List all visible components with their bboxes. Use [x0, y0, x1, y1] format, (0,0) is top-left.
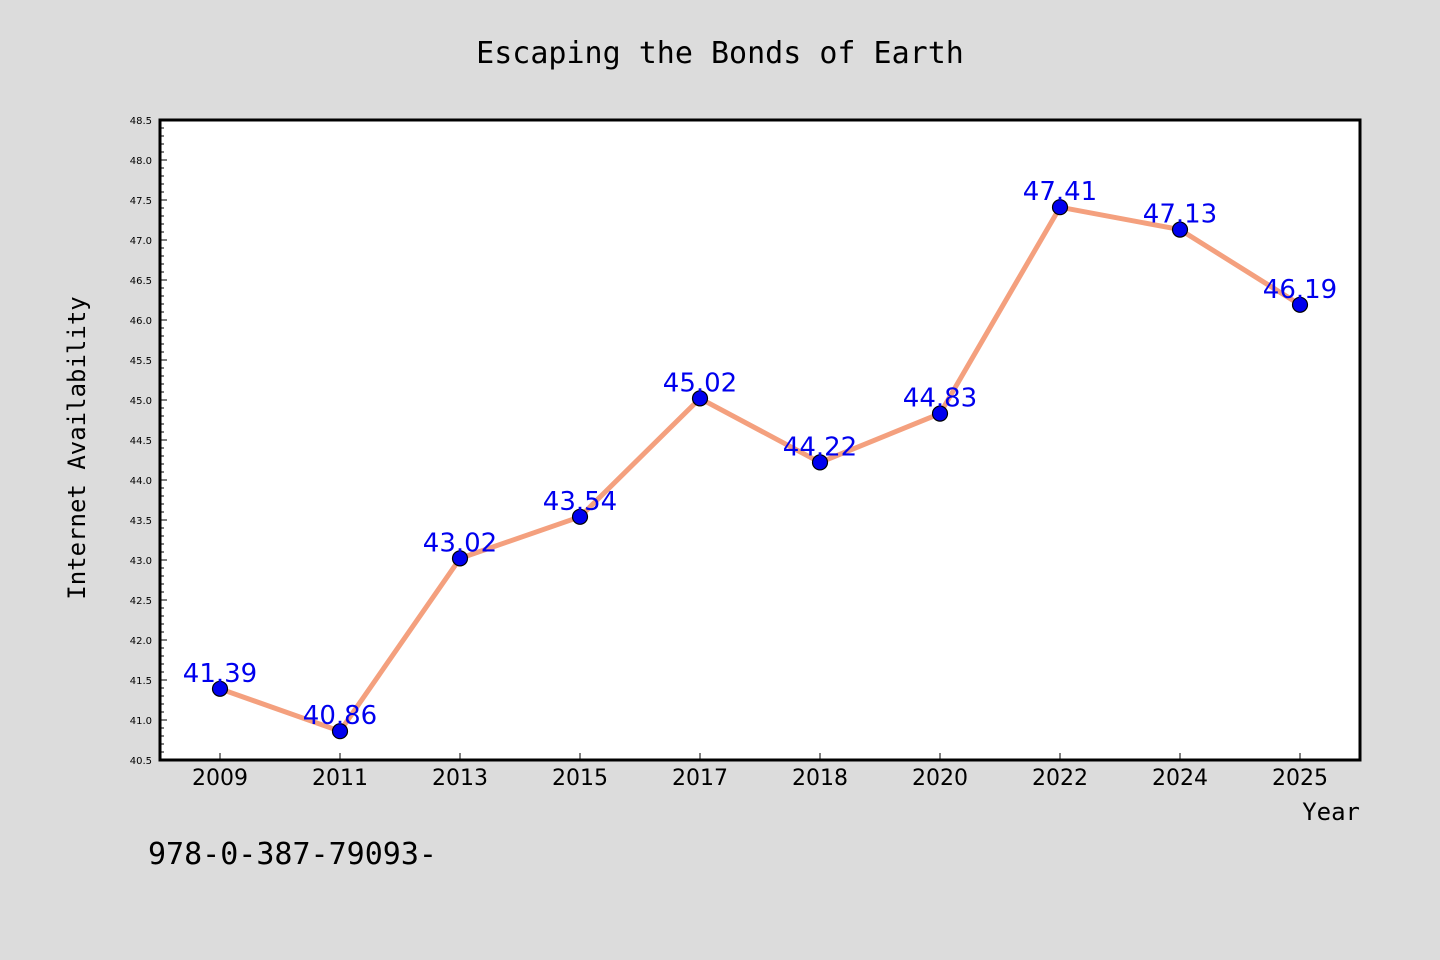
data-label: 45.02: [663, 368, 737, 398]
y-tick-label: 45.5: [130, 356, 152, 367]
data-label: 41.39: [183, 659, 257, 689]
x-tick-label: 2018: [792, 766, 848, 791]
y-tick-label: 42.0: [130, 636, 152, 647]
y-tick-label: 41.0: [130, 716, 152, 727]
y-tick-label: 40.5: [130, 756, 152, 767]
data-point: [1291, 296, 1309, 313]
x-tick-label: 2022: [1032, 766, 1088, 791]
x-tick-label: 2017: [672, 766, 728, 791]
data-point: [1171, 221, 1189, 238]
y-axis-label: Internet Availability: [63, 296, 91, 599]
y-tick-label: 47.5: [130, 196, 152, 207]
x-tick-label: 2013: [432, 766, 488, 791]
data-label: 47.41: [1023, 177, 1097, 207]
series-line: [217, 204, 1303, 734]
data-point: [811, 454, 829, 471]
x-tick-label: 2024: [1152, 766, 1208, 791]
data-labels: 41.39 40.86 43.02 43.54 45.02 44.22 44.83 47.41…: [183, 177, 1337, 731]
y-tick-label: 41.5: [130, 676, 152, 687]
y-tick-label: 44.0: [130, 476, 152, 487]
chart-title: Escaping the Bonds of Earth: [476, 36, 964, 71]
data-label: 46.19: [1263, 275, 1337, 305]
data-point: [1051, 199, 1069, 216]
data-point: [571, 508, 589, 525]
y-tick-label: 46.5: [130, 276, 152, 287]
x-tick-label: 2011: [312, 766, 368, 791]
data-label: 44.83: [903, 384, 977, 414]
x-tick-label: 2009: [192, 766, 248, 791]
y-tick-label: 46.0: [130, 316, 152, 327]
data-label: 40.86: [303, 701, 377, 731]
x-tick-label: 2025: [1272, 766, 1328, 791]
data-label: 44.22: [783, 432, 857, 462]
x-axis-label: Year: [1302, 798, 1360, 826]
y-tick-label: 43.5: [130, 516, 152, 527]
data-label: 43.54: [543, 487, 617, 517]
y-tick-label: 48.5: [130, 116, 152, 127]
data-point: [331, 723, 349, 740]
y-tick-label: 48.0: [130, 156, 152, 167]
y-tick-label: 47.0: [130, 236, 152, 247]
y-axis: 40.5 41.0 41.5 42.0 42.5 43.0 43.5 44.0 44.5 45.0…: [130, 116, 167, 767]
data-point: [691, 390, 709, 407]
x-tick-label: 2015: [552, 766, 608, 791]
y-tick-label: 42.5: [130, 596, 152, 607]
data-markers: [211, 199, 1309, 740]
footer-text: 978-0-387-79093-: [148, 837, 437, 872]
data-point: [211, 680, 229, 697]
y-tick-label: 45.0: [130, 396, 152, 407]
x-tick-label: 2020: [912, 766, 968, 791]
y-tick-label: 44.5: [130, 436, 152, 447]
data-point: [451, 550, 469, 567]
data-label: 43.02: [423, 528, 497, 558]
data-label: 47.13: [1143, 200, 1217, 230]
data-point: [931, 405, 949, 422]
y-tick-label: 43.0: [130, 556, 152, 567]
x-axis: 2009 2011 2013 2015 2017 2018 2020 2022 2024 2025: [192, 753, 1328, 791]
